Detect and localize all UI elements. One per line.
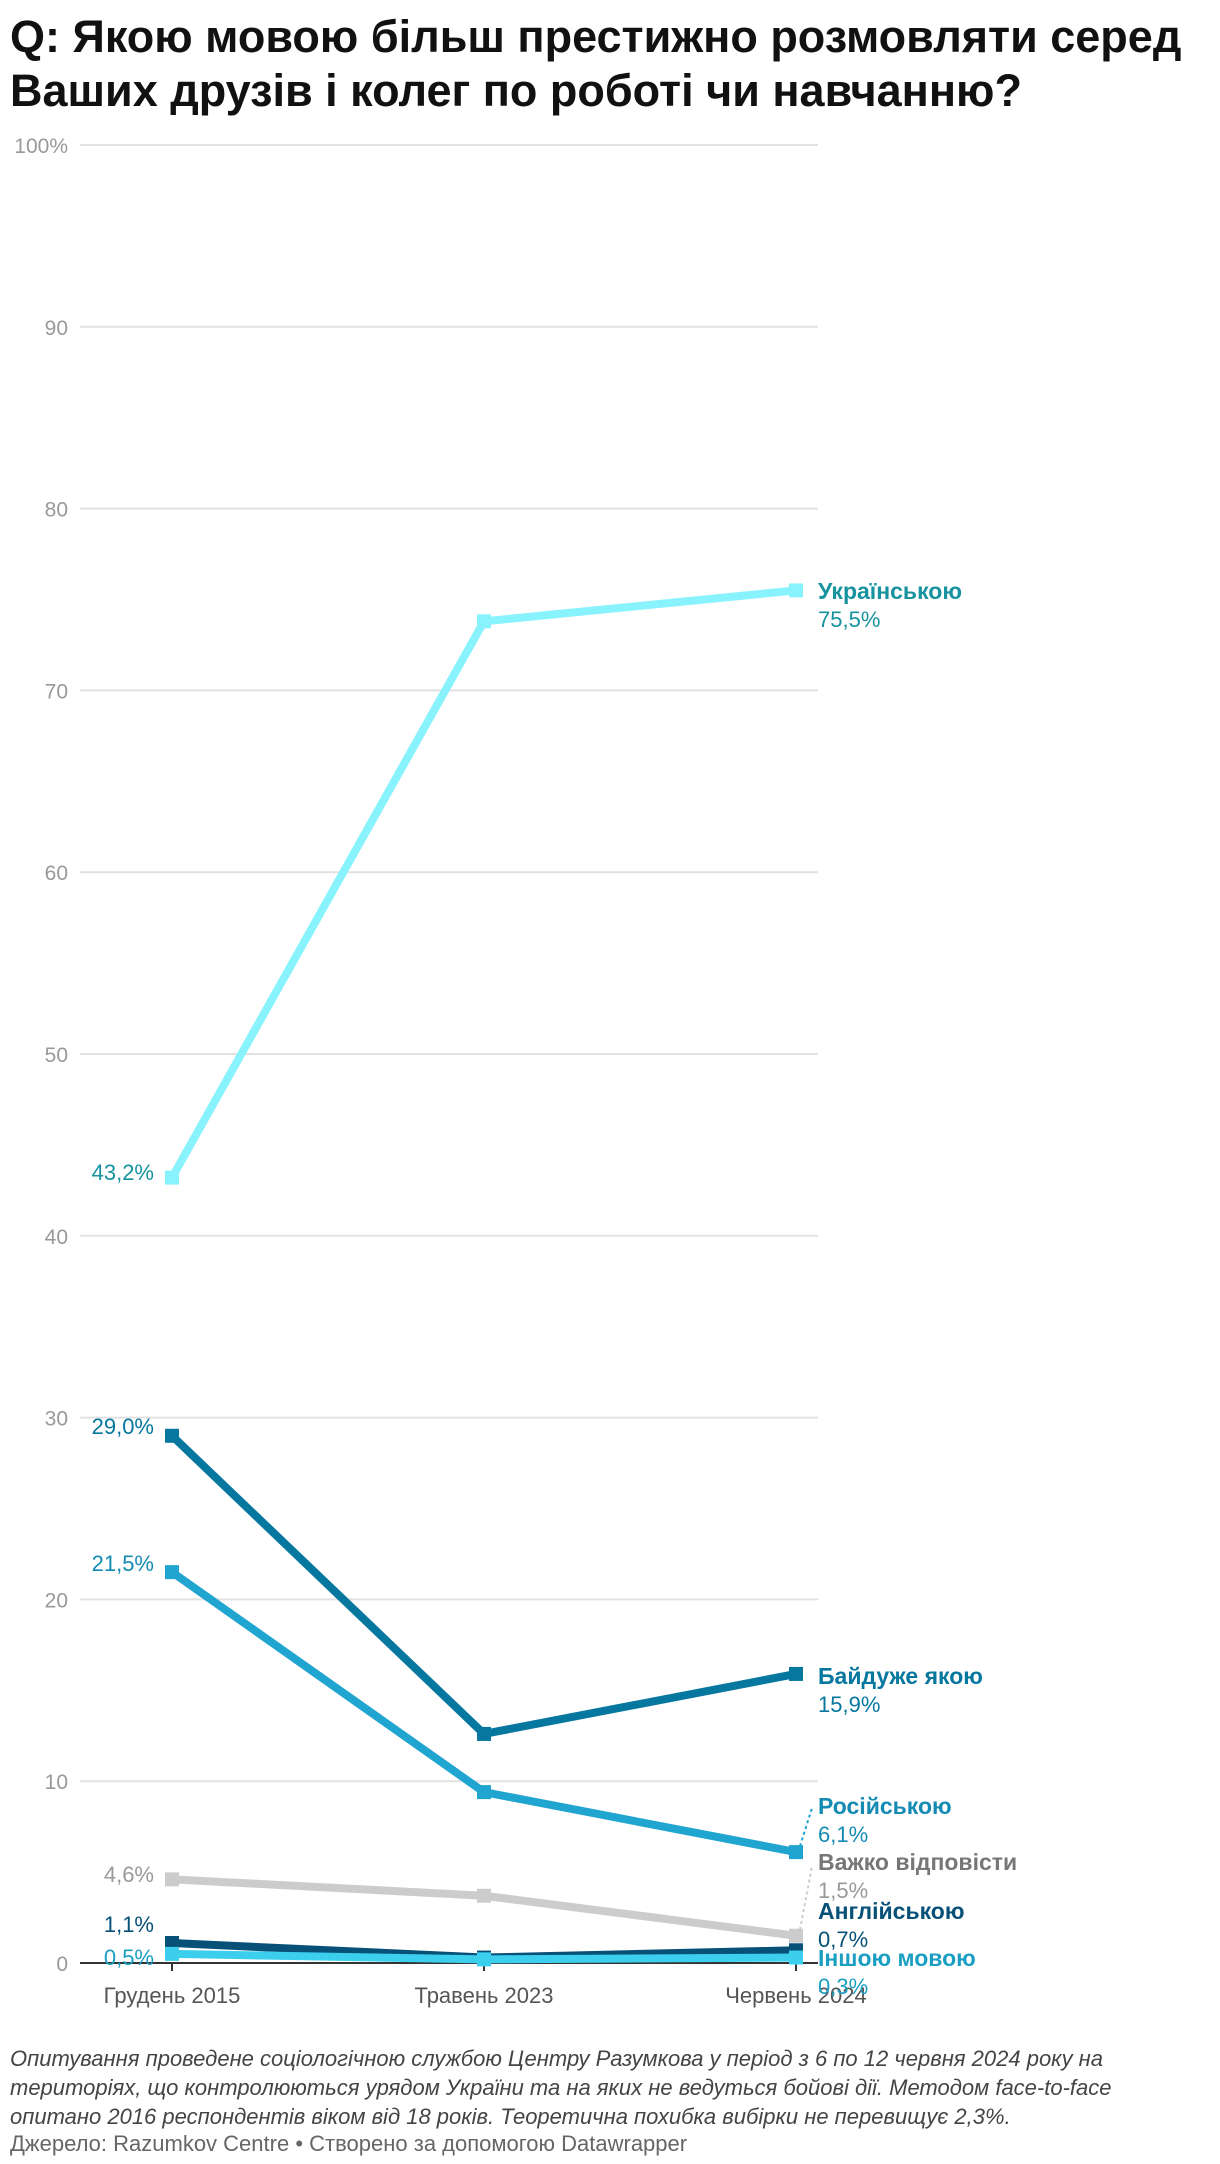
data-point [165, 1170, 179, 1185]
y-tick-label: 10 [45, 1771, 68, 1794]
data-point [165, 1872, 179, 1887]
x-tick-label: Червень 2024 [725, 1983, 866, 2008]
start-value-label: 43,2% [92, 1160, 154, 1185]
end-series-label: Англійською [818, 1898, 964, 1924]
y-tick-label: 20 [45, 1589, 68, 1612]
end-value-label: 15,9% [818, 1692, 880, 1717]
leader-line [799, 1807, 813, 1847]
y-tick-label: 100% [14, 135, 68, 158]
chart-grid: 0 10 20 30 40 50 60 70 80 90 100% Грудень 2015 Траве… [14, 135, 866, 2008]
start-value-label: 4,6% [104, 1862, 154, 1887]
y-tick-label: 0 [56, 1953, 68, 1976]
end-series-label: Іншою мовою [818, 1945, 976, 1971]
data-point [789, 1928, 803, 1943]
leader-line [799, 1865, 813, 1930]
chart-notes: Опитування проведене соціологічною служб… [10, 2046, 1112, 2129]
data-point [477, 1726, 491, 1741]
start-value-label: 21,5% [92, 1551, 154, 1576]
chart-source: Джерело: Razumkov Centre • Створено за д… [10, 2131, 688, 2156]
data-point [789, 1845, 803, 1860]
end-series-label: Байдуже якою [818, 1663, 983, 1689]
start-value-label: 0,5% [104, 1945, 154, 1970]
data-point [165, 1946, 179, 1961]
data-point [477, 1785, 491, 1800]
y-tick-label: 80 [45, 499, 68, 522]
data-point [165, 1565, 179, 1580]
y-tick-label: 60 [45, 862, 68, 885]
end-series-label: Українською [818, 578, 962, 604]
y-tick-label: 30 [45, 1408, 68, 1431]
line-chart: 0 10 20 30 40 50 60 70 80 90 100% Грудень 2015 Траве… [14, 135, 1018, 2008]
y-tick-label: 90 [45, 317, 68, 340]
y-tick-label: 40 [45, 1226, 68, 1249]
end-value-label: 6,1% [818, 1822, 868, 1847]
data-point [789, 583, 803, 598]
data-point [165, 1936, 179, 1951]
chart-title: Q: Якою мовою більш престижно розмовляти… [10, 11, 1182, 116]
end-series-label: Важко відповісти [818, 1849, 1017, 1875]
chart-lines [165, 583, 803, 1967]
y-tick-label: 70 [45, 680, 68, 703]
end-value-label: 75,5% [818, 607, 880, 632]
end-value-label: 1,5% [818, 1878, 868, 1903]
data-point [789, 1950, 803, 1965]
end-value-label: 0,7% [818, 1927, 868, 1952]
end-value-label: 0,3% [818, 1974, 868, 1999]
series-line [168, 586, 800, 1182]
data-point [477, 1888, 491, 1903]
series-line [168, 1568, 800, 1857]
x-tick-label: Травень 2023 [414, 1983, 553, 2008]
series-line [168, 1875, 800, 1940]
y-tick-label: 50 [45, 1044, 68, 1067]
data-point [789, 1666, 803, 1681]
chart-labels: 43,2% 29,0% 21,5% 4,6% 1,1% 0,5% Українською 75… [92, 578, 1018, 1999]
x-tick-label: Грудень 2015 [104, 1983, 241, 2008]
data-point [477, 1952, 491, 1967]
data-point [165, 1428, 179, 1443]
data-point [477, 614, 491, 629]
start-value-label: 1,1% [104, 1912, 154, 1937]
end-series-label: Російською [818, 1793, 952, 1819]
series-line [168, 1431, 800, 1738]
start-value-label: 29,0% [92, 1414, 154, 1439]
